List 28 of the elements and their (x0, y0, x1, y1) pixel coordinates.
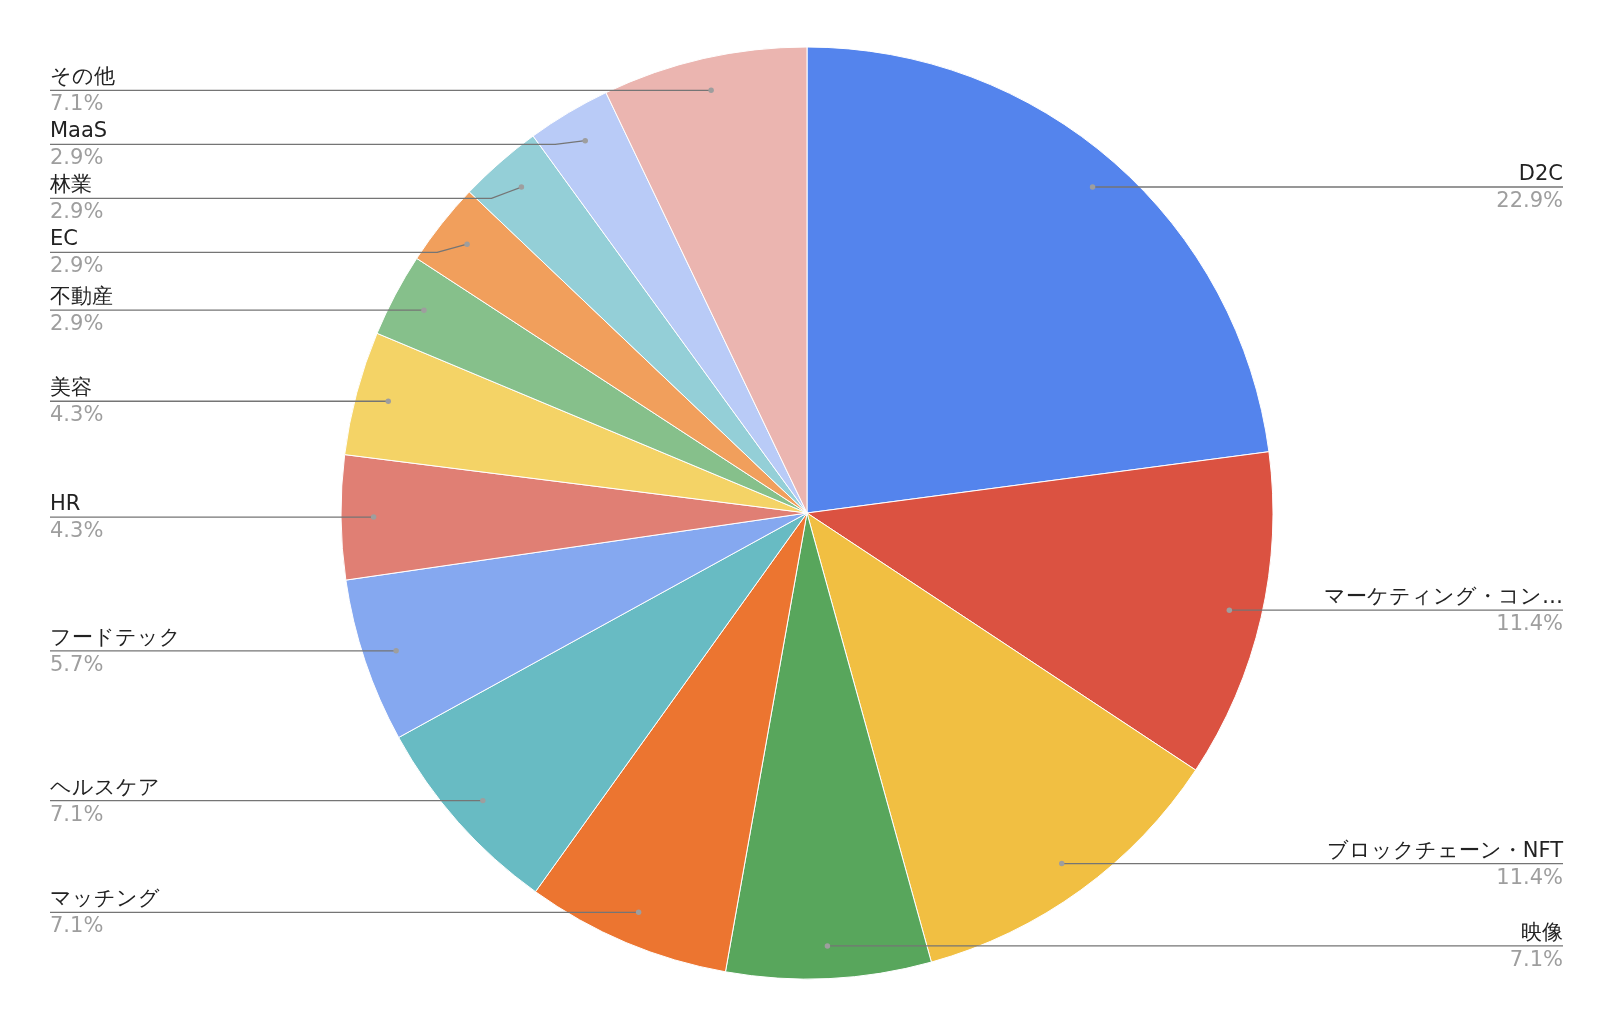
slice-label: EC (50, 226, 78, 251)
slice-label: ブロックチェーン・NFT (1326, 837, 1564, 862)
data-label: 7.1% (50, 801, 104, 826)
slice-label: フードテック (50, 624, 181, 649)
data-label: 2.9% (50, 199, 104, 224)
slice-label: 映像 (1521, 919, 1563, 944)
slice-label: マーケティング・コン… (1324, 584, 1563, 609)
data-label: 4.3% (50, 518, 104, 543)
data-label: 7.1% (1509, 946, 1563, 971)
data-label: 11.4% (1496, 864, 1563, 889)
slice-label: マッチング (50, 886, 160, 911)
data-label: 2.9% (50, 145, 104, 170)
data-label: 22.9% (1496, 188, 1563, 213)
data-label: 7.1% (50, 913, 104, 938)
data-label: 11.4% (1496, 611, 1563, 636)
slice-label: 美容 (50, 375, 92, 400)
slice-label: D2C (1518, 161, 1563, 186)
data-label: 5.7% (50, 651, 104, 676)
slice-label: その他 (50, 64, 115, 89)
slice-label: 林業 (49, 172, 92, 197)
slice-label: MaaS (50, 118, 108, 143)
data-label: 2.9% (50, 253, 104, 278)
data-label: 4.3% (50, 402, 104, 427)
slice-label: ヘルスケア (50, 774, 160, 799)
data-label: 7.1% (50, 91, 104, 116)
slice-label: HR (50, 491, 81, 516)
data-label: 2.9% (50, 311, 104, 336)
slice-label: 不動産 (50, 284, 113, 309)
